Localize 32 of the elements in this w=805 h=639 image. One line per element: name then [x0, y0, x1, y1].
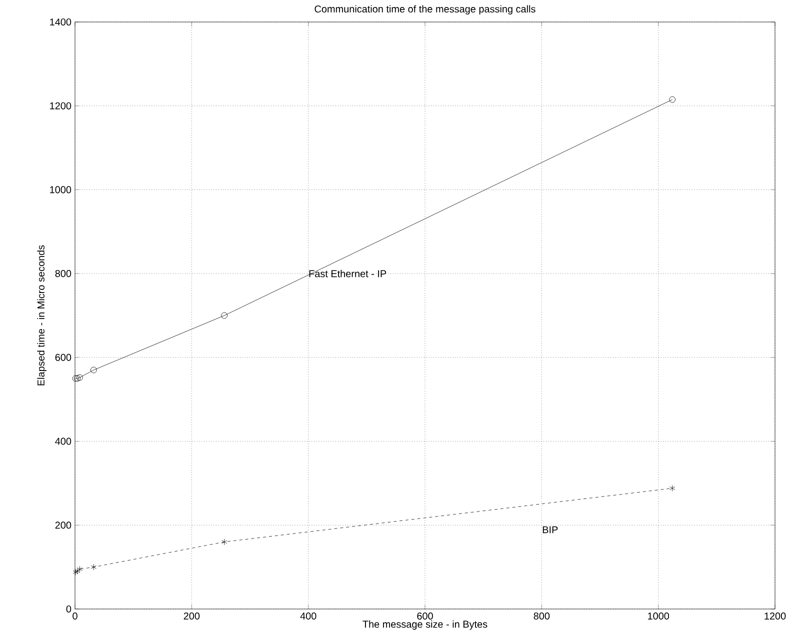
point	[221, 312, 228, 319]
point	[670, 485, 676, 492]
point	[72, 568, 78, 576]
y-tick-label: 1200	[50, 102, 72, 110]
point	[74, 375, 81, 382]
x-tick-label: 1000	[648, 612, 670, 620]
y-tick-label: 1400	[50, 18, 72, 26]
annotation: Fast Ethernet - IP	[309, 270, 386, 278]
x-tick-label: 800	[534, 612, 550, 620]
y-tick-label: 200	[55, 522, 72, 529]
point	[669, 96, 676, 103]
y-tick-label: 1000	[50, 186, 72, 194]
point	[90, 366, 97, 374]
point	[76, 566, 82, 572]
y-tick-label: 400	[55, 438, 72, 445]
point	[90, 564, 96, 570]
x-tick-label: 0	[72, 612, 78, 620]
x-tick-label: 1200	[764, 612, 786, 620]
chart-title: Communication time of the message passing calls	[314, 5, 536, 14]
y-tick-label: 0	[66, 605, 72, 613]
x-axis-title: The message size - in Bytes	[362, 620, 488, 630]
point	[74, 568, 80, 574]
y-tick-label: 600	[55, 354, 72, 361]
point	[76, 374, 83, 381]
point	[222, 538, 228, 546]
point	[72, 375, 79, 382]
x-tick-label: 400	[300, 612, 316, 620]
annotation: BIP	[542, 526, 558, 534]
x-tick-label: 600	[417, 612, 433, 620]
x-tick-label: 200	[184, 612, 200, 620]
y-tick-label: 800	[55, 270, 72, 278]
y-axis-title: Elapsed time - in Micro seconds	[37, 245, 46, 386]
